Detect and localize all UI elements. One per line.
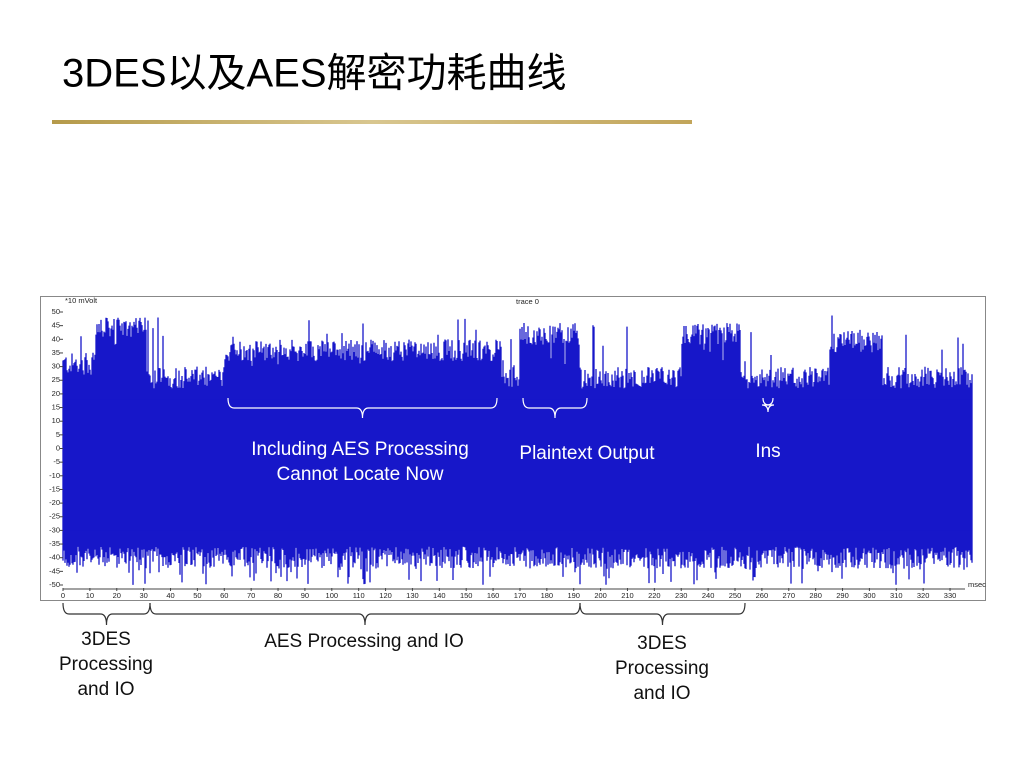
phase-label: 3DES (637, 633, 687, 654)
x-tick-label: 150 (460, 591, 473, 600)
y-tick-label: -40 (49, 553, 60, 562)
phase-label: 3DES (81, 629, 131, 650)
trace-note: Ins (755, 441, 780, 462)
y-tick-label: 15 (52, 403, 60, 412)
y-tick-label: 20 (52, 389, 60, 398)
brace (227, 397, 498, 419)
slide-title: 3DES以及AES解密功耗曲线 (62, 52, 567, 96)
x-tick-label: 100 (326, 591, 339, 600)
x-tick-label: 130 (406, 591, 419, 600)
y-tick-label: -45 (49, 566, 60, 575)
y-tick-label: -15 (49, 484, 60, 493)
trace-note: Including AES Processing (251, 439, 469, 460)
y-tick-label: -5 (53, 457, 60, 466)
y-tick-label: 25 (52, 375, 60, 384)
x-tick-label: 140 (433, 591, 446, 600)
x-tick-label: 90 (301, 591, 309, 600)
x-tick-label: 260 (756, 591, 769, 600)
phase-label: Processing (615, 658, 709, 679)
x-tick-label: 60 (220, 591, 228, 600)
x-tick-label: 270 (783, 591, 796, 600)
trace-note: Cannot Locate Now (277, 464, 444, 485)
x-tick-label: 330 (944, 591, 957, 600)
y-unit: *10 mVolt (65, 296, 98, 305)
y-tick-label: -30 (49, 525, 60, 534)
brace (149, 602, 581, 626)
x-tick-label: 320 (917, 591, 930, 600)
y-tick-label: -25 (49, 512, 60, 521)
x-unit: msec (968, 580, 986, 589)
brace (579, 602, 746, 626)
x-tick-label: 280 (809, 591, 822, 600)
brace (62, 602, 151, 626)
x-tick-label: 290 (836, 591, 849, 600)
brace (522, 397, 588, 419)
x-tick-label: 10 (86, 591, 94, 600)
y-tick-label: 0 (56, 443, 60, 452)
x-tick-label: 120 (379, 591, 392, 600)
x-tick-label: 220 (648, 591, 661, 600)
x-tick-label: 210 (621, 591, 634, 600)
y-tick-label: -35 (49, 539, 60, 548)
x-tick-label: 170 (514, 591, 527, 600)
y-tick-label: 35 (52, 348, 60, 357)
x-tick-label: 30 (139, 591, 147, 600)
y-tick-label: 10 (52, 416, 60, 425)
x-tick-label: 20 (113, 591, 121, 600)
y-tick-label: -20 (49, 498, 60, 507)
x-tick-label: 310 (890, 591, 903, 600)
phase-label: Processing (59, 654, 153, 675)
x-tick-label: 50 (193, 591, 201, 600)
x-tick-label: 40 (166, 591, 174, 600)
x-tick-label: 180 (541, 591, 554, 600)
y-tick-label: -50 (49, 580, 60, 589)
y-tick-label: 45 (52, 321, 60, 330)
x-tick-label: 190 (567, 591, 580, 600)
x-tick-label: 160 (487, 591, 500, 600)
title-rule (52, 120, 692, 124)
phase-label: and IO (633, 683, 690, 704)
power-trace (62, 315, 973, 585)
brace (761, 397, 775, 413)
y-tick-label: 50 (52, 307, 60, 316)
x-tick-label: 230 (675, 591, 688, 600)
y-tick-label: -10 (49, 471, 60, 480)
y-tick-label: 40 (52, 334, 60, 343)
x-tick-label: 70 (247, 591, 255, 600)
trace-note: Plaintext Output (519, 443, 655, 464)
phase-label: AES Processing and IO (264, 631, 464, 652)
x-tick-label: 240 (702, 591, 715, 600)
x-tick-label: 110 (353, 591, 365, 600)
x-tick-label: 300 (863, 591, 876, 600)
trace-label: trace 0 (516, 297, 539, 306)
x-tick-label: 250 (729, 591, 742, 600)
y-tick-label: 30 (52, 362, 60, 371)
trace-core (65, 399, 972, 531)
x-tick-label: 0 (61, 591, 65, 600)
phase-label: and IO (77, 679, 134, 700)
y-tick-label: 5 (56, 430, 60, 439)
x-tick-label: 80 (274, 591, 282, 600)
x-tick-label: 200 (594, 591, 607, 600)
